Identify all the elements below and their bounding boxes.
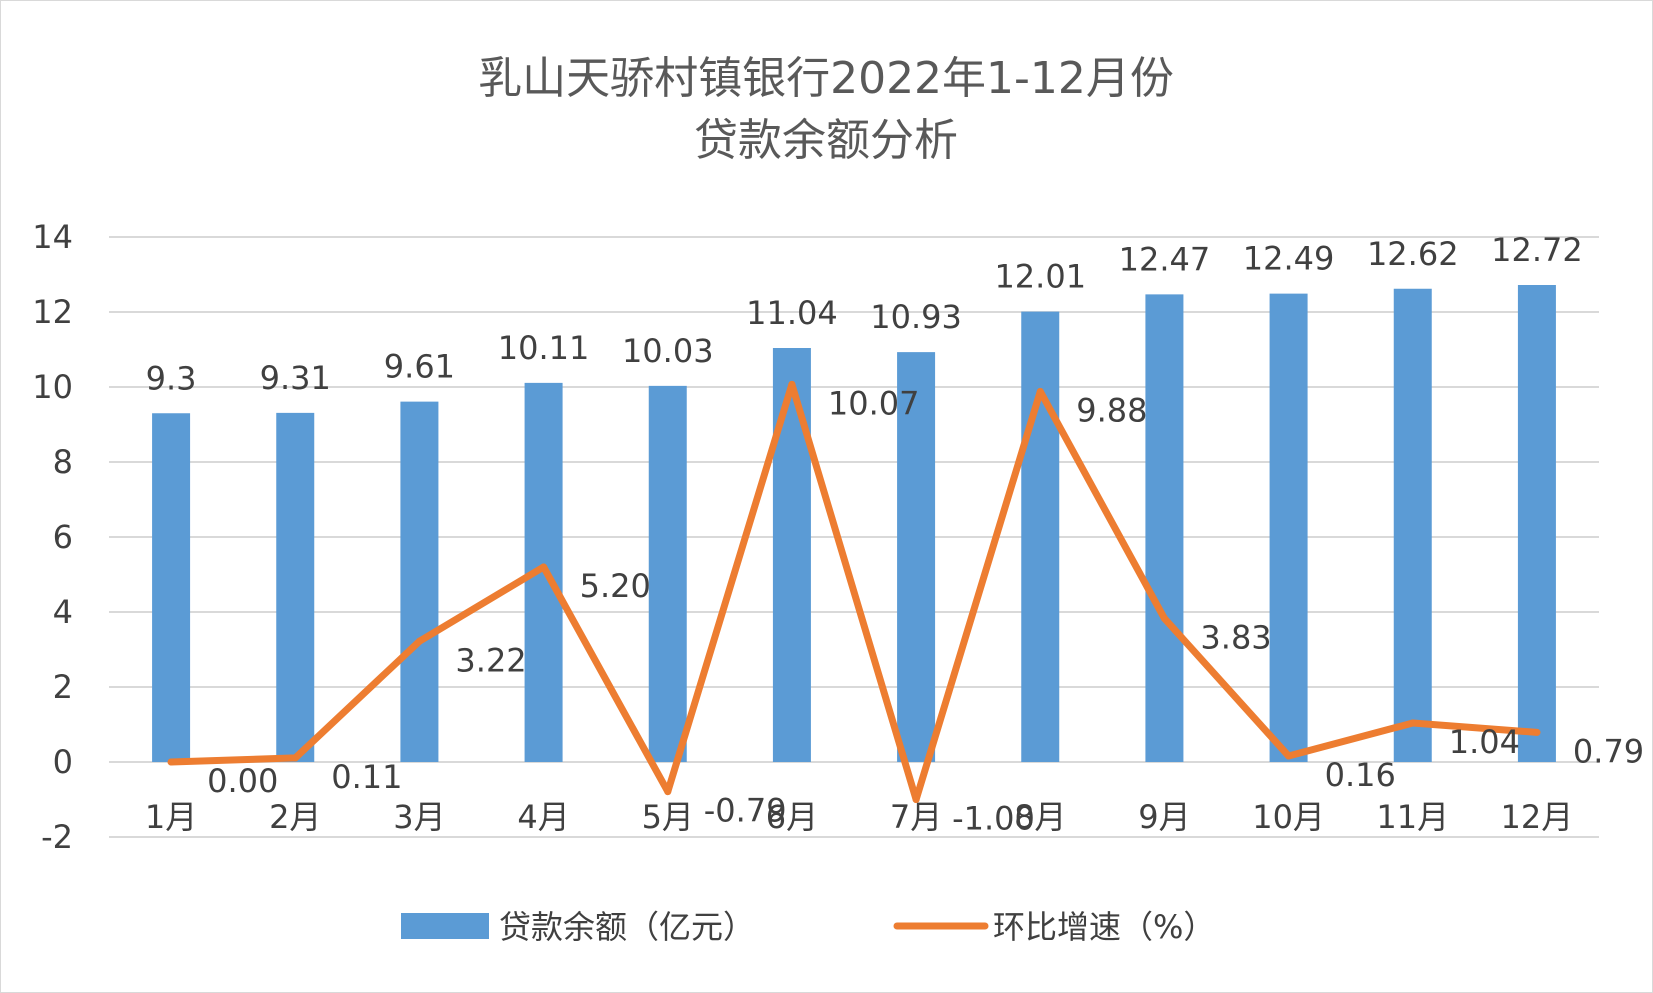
bar-data-label: 9.3 — [146, 359, 197, 397]
bar-data-label: 12.47 — [1119, 240, 1211, 278]
x-tick-label: 6月 — [766, 798, 818, 836]
bar-data-label: 12.49 — [1243, 240, 1335, 278]
x-tick-label: 4月 — [517, 798, 569, 836]
line-data-label: 0.79 — [1573, 732, 1644, 770]
bar-data-label: 10.11 — [498, 329, 590, 367]
line-point — [167, 758, 175, 766]
bar — [897, 352, 936, 762]
line-data-label: 0.16 — [1325, 756, 1396, 794]
line-point — [1533, 728, 1541, 736]
line-data-label: 1.04 — [1449, 723, 1520, 761]
line-data-label: 0.00 — [207, 762, 278, 800]
line-data-label: 9.88 — [1076, 392, 1147, 430]
x-tick-label: 10月 — [1252, 798, 1325, 836]
bar — [1145, 294, 1184, 762]
bar-data-label: 10.03 — [622, 332, 714, 370]
bar-data-label: 9.31 — [260, 359, 331, 397]
line-data-label: 0.11 — [331, 758, 402, 796]
x-tick-label: 2月 — [269, 798, 321, 836]
bar — [772, 348, 811, 762]
line-series — [167, 380, 1541, 803]
y-tick-label: 8 — [53, 443, 73, 481]
legend-label-line: 环比增速（%） — [993, 908, 1215, 946]
y-tick-label: 14 — [32, 218, 73, 256]
line-point — [664, 788, 672, 796]
line-point — [788, 380, 796, 388]
line-point — [1160, 614, 1168, 622]
bar — [1517, 285, 1556, 762]
bar-data-label: 11.04 — [746, 294, 838, 332]
line-data-label: -0.79 — [704, 792, 787, 830]
line-data-label: -1.00 — [952, 800, 1035, 838]
bar — [400, 401, 439, 762]
bar — [276, 412, 315, 762]
x-tick-label: 12月 — [1501, 798, 1574, 836]
line-data-label: 3.83 — [1200, 618, 1271, 656]
bar-data-label: 12.62 — [1367, 235, 1459, 273]
legend-swatch-bar — [401, 913, 489, 939]
line-point — [912, 796, 920, 803]
y-tick-label: 0 — [53, 743, 73, 781]
line-point — [415, 637, 423, 645]
y-tick-label: 12 — [32, 293, 73, 331]
bar-data-label: 12.01 — [994, 258, 1086, 296]
x-tick-label: 3月 — [393, 798, 445, 836]
bar — [1269, 293, 1308, 762]
line-data-label: 5.20 — [580, 567, 651, 605]
bar — [152, 413, 191, 762]
line-data-label: 10.07 — [828, 384, 920, 422]
bar — [1393, 288, 1432, 762]
x-tick-label: 8月 — [1014, 798, 1066, 836]
line-point — [1409, 719, 1417, 727]
y-tick-label: -2 — [41, 818, 73, 856]
line-point — [540, 563, 548, 571]
x-tick-label: 1月 — [145, 798, 197, 836]
x-tick-label: 7月 — [890, 798, 942, 836]
line-point — [291, 754, 299, 762]
chart-title-line: 乳山天骄村镇银行2022年1-12月份 — [478, 53, 1174, 104]
y-tick-label: 6 — [53, 518, 73, 556]
bar-data-label: 10.93 — [870, 298, 962, 336]
line-point — [1285, 752, 1293, 760]
x-tick-label: 5月 — [642, 798, 694, 836]
y-tick-label: 4 — [53, 593, 73, 631]
x-tick-label: 9月 — [1138, 798, 1190, 836]
legend-label-bar: 贷款余额（亿元） — [499, 908, 755, 946]
line-point — [1036, 388, 1044, 395]
y-tick-label: 2 — [53, 668, 73, 706]
bar — [648, 385, 687, 762]
bar — [1021, 311, 1060, 762]
line-data-label: 3.22 — [455, 641, 526, 679]
y-tick-label: 10 — [32, 368, 73, 406]
bar-data-label: 12.72 — [1491, 231, 1583, 269]
x-tick-label: 11月 — [1376, 798, 1449, 836]
bar-data-label: 9.61 — [384, 348, 455, 386]
chart-title-line: 贷款余额分析 — [694, 115, 958, 166]
